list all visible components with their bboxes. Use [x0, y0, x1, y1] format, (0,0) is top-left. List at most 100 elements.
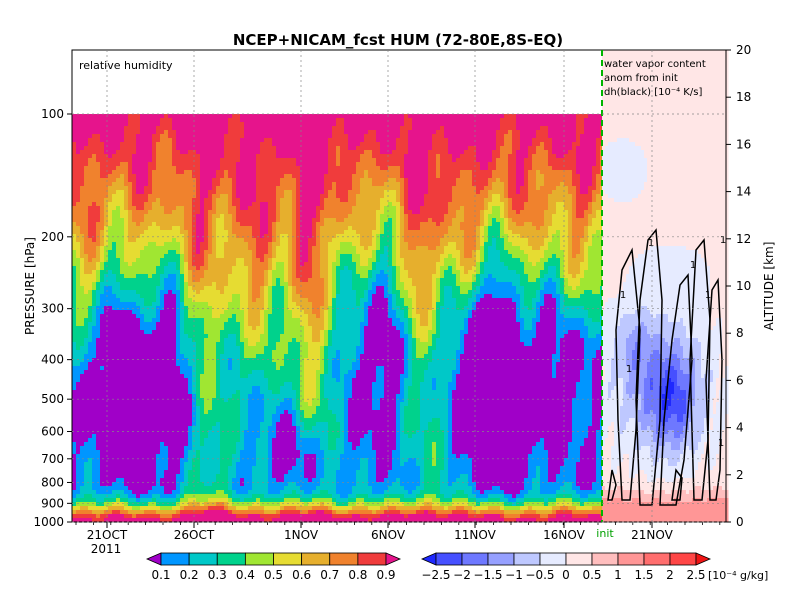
rh-cell — [316, 154, 321, 159]
rh-cell — [568, 242, 573, 247]
rh-cell — [548, 206, 553, 211]
rh-cell — [244, 218, 249, 223]
rh-cell — [320, 234, 325, 239]
rh-cell — [228, 166, 233, 171]
rh-cell — [500, 114, 505, 119]
rh-cell — [404, 202, 409, 207]
rh-cell — [456, 134, 461, 139]
rh-cell — [460, 150, 465, 155]
rh-cell — [396, 234, 401, 239]
rh-cell — [176, 206, 181, 211]
rh-cell — [220, 202, 225, 207]
rh-cell — [108, 122, 113, 127]
rh-cell — [484, 222, 489, 227]
rh-cell — [444, 142, 449, 147]
rh-cell — [456, 230, 461, 235]
rh-cell — [368, 130, 373, 135]
rh-cell — [396, 134, 401, 139]
rh-cell — [104, 238, 109, 243]
rh-cell — [580, 146, 585, 151]
rh-cell — [272, 114, 277, 119]
rh-cell — [580, 186, 585, 191]
rh-cell — [496, 238, 501, 243]
rh-cell — [96, 234, 101, 239]
rh-cell — [96, 162, 101, 167]
rh-cell — [460, 258, 465, 263]
rh-cell — [152, 142, 157, 147]
rh-cell — [240, 246, 245, 251]
rh-cell — [324, 114, 329, 119]
rh-cell — [324, 194, 329, 199]
rh-cell — [228, 262, 233, 267]
rh-cell — [444, 190, 449, 195]
rh-cell — [328, 174, 333, 179]
rh-cell — [388, 174, 393, 179]
rh-cell — [172, 186, 177, 191]
rh-cell — [524, 242, 529, 247]
rh-cell — [176, 202, 181, 207]
rh-cell — [524, 138, 529, 143]
rh-cell — [280, 174, 285, 179]
rh-cell — [160, 218, 165, 223]
rh-cell — [328, 206, 333, 211]
rh-cell — [380, 162, 385, 167]
rh-cell — [364, 242, 369, 247]
rh-cell — [472, 234, 477, 239]
rh-cell — [188, 182, 193, 187]
rh-cell — [132, 122, 137, 127]
rh-cell — [452, 150, 457, 155]
rh-cell — [80, 202, 85, 207]
rh-cell — [328, 262, 333, 267]
rh-cell — [536, 170, 541, 175]
rh-cell — [212, 150, 217, 155]
rh-cell — [112, 234, 117, 239]
rh-cell — [264, 226, 269, 231]
rh-cell — [456, 254, 461, 259]
rh-cell — [464, 122, 469, 127]
rh-cell — [76, 178, 81, 183]
rh-cell — [420, 118, 425, 123]
rh-cell — [328, 138, 333, 143]
rh-cell — [468, 238, 473, 243]
rh-cell — [216, 234, 221, 239]
rh-cell — [428, 194, 433, 199]
rh-cell — [536, 186, 541, 191]
rh-cell — [436, 130, 441, 135]
rh-cell — [532, 254, 537, 259]
rh-cell — [88, 166, 93, 171]
rh-cell — [168, 162, 173, 167]
rh-cell — [520, 226, 525, 231]
rh-cell — [588, 130, 593, 135]
rh-cell — [216, 182, 221, 187]
rh-cell — [204, 214, 209, 219]
rh-cell — [320, 134, 325, 139]
rh-cell — [516, 126, 521, 131]
rh-cell — [516, 186, 521, 191]
rh-cell — [412, 234, 417, 239]
rh-cell — [192, 262, 197, 267]
rh-cell — [92, 186, 97, 191]
rh-cell — [588, 114, 593, 119]
rh-cell — [508, 186, 513, 191]
rh-cell — [468, 166, 473, 171]
rh-cell — [476, 122, 481, 127]
rh-cell — [116, 138, 121, 143]
rh-cell — [336, 170, 341, 175]
rh-cell — [248, 166, 253, 171]
rh-cell — [124, 222, 129, 227]
rh-cell — [372, 206, 377, 211]
rh-cell — [340, 234, 345, 239]
rh-cell — [460, 246, 465, 251]
rh-cell — [524, 234, 529, 239]
rh-cell — [256, 230, 261, 235]
rh-cell — [424, 222, 429, 227]
rh-cell — [176, 226, 181, 231]
rh-cell — [368, 210, 373, 215]
rh-cell — [512, 254, 517, 259]
rh-cell — [576, 146, 581, 151]
rh-cell — [544, 118, 549, 123]
rh-cell — [324, 134, 329, 139]
rh-cell — [420, 114, 425, 119]
rh-cell — [188, 234, 193, 239]
rh-cell — [464, 190, 469, 195]
